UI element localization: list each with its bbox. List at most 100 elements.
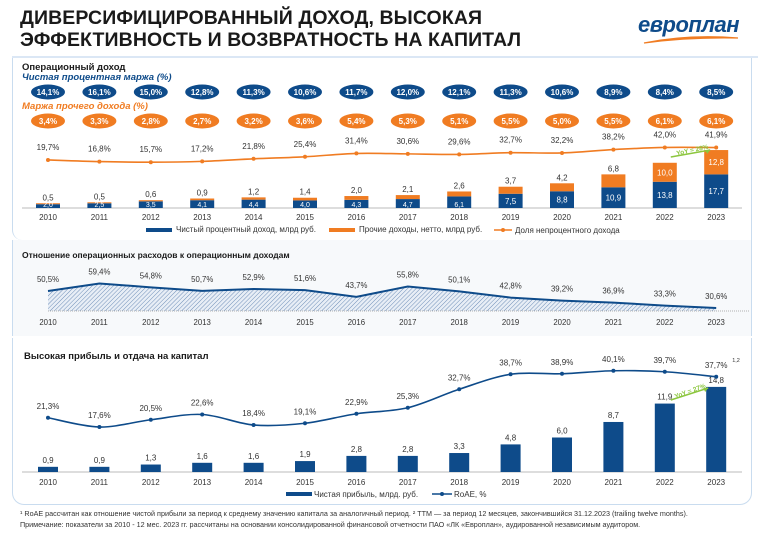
roae-label: 38,9% bbox=[551, 358, 574, 367]
chart3-year-label: 2015 bbox=[296, 478, 314, 487]
noninterest-share-label: 30,6% bbox=[396, 137, 419, 146]
margin-badge bbox=[493, 84, 528, 100]
nii-bar bbox=[601, 187, 626, 208]
chart3-title: Высокая прибыль и отдача на капитал bbox=[24, 351, 209, 362]
margin-badge bbox=[442, 84, 477, 100]
other-income-value-label: 2,0 bbox=[351, 186, 363, 195]
other-income-value-label: 3,7 bbox=[505, 177, 517, 186]
noninterest-share-point bbox=[148, 160, 153, 165]
margin-badge bbox=[133, 84, 168, 100]
margin-badge bbox=[31, 84, 65, 100]
footnote-1: ¹ RoAE рассчитан как отношение чистой пр… bbox=[20, 509, 688, 518]
chart2-year-label: 2015 bbox=[296, 318, 314, 327]
net-profit-value-label: 1,3 bbox=[145, 454, 157, 463]
margin-badge-label: 8,9% bbox=[604, 88, 622, 97]
margin-badge bbox=[390, 84, 425, 100]
other-income-bar bbox=[447, 191, 472, 197]
nii-value-label: 3,5 bbox=[146, 202, 156, 209]
other-income-bar bbox=[652, 162, 677, 182]
other-income-value-label: 0,5 bbox=[42, 193, 54, 202]
margin-badge-label: 12,8% bbox=[191, 88, 214, 97]
roae-point bbox=[148, 417, 153, 422]
roae-label: 17,6% bbox=[88, 411, 111, 420]
roae-point bbox=[405, 405, 410, 410]
roae-point bbox=[97, 425, 102, 429]
margin-badge-label: 10,6% bbox=[551, 88, 574, 97]
margin-badge-label: 11,3% bbox=[499, 88, 521, 97]
cost-income-label: 30,6% bbox=[705, 292, 727, 301]
roae-label: 40,1% bbox=[602, 355, 625, 364]
legend-nii-label: Чистый процентный доход, млрд руб. bbox=[176, 225, 316, 234]
nii-value-label: 4,4 bbox=[249, 202, 259, 209]
noninterest-share-label: 38,2% bbox=[602, 133, 625, 142]
noninterest-share-label: 19,7% bbox=[37, 143, 60, 152]
nii-bar bbox=[395, 199, 420, 208]
yoy-profit-arrowhead-icon bbox=[703, 388, 709, 392]
nii-value-label: 7,5 bbox=[505, 197, 517, 206]
chart3-year-label: 2011 bbox=[91, 478, 109, 487]
cost-income-label: 50,1% bbox=[448, 275, 470, 284]
net-profit-bar bbox=[500, 444, 521, 472]
noninterest-share-point bbox=[611, 147, 616, 152]
roae-point bbox=[714, 374, 719, 379]
nii-bar bbox=[190, 200, 215, 208]
margin-badge bbox=[31, 113, 65, 129]
margin-badge bbox=[442, 113, 477, 129]
net-profit-value-label: 2,8 bbox=[402, 445, 414, 454]
chart2-year-label: 2023 bbox=[708, 318, 725, 327]
margin-badge bbox=[699, 113, 734, 129]
nii-value-label: 4,7 bbox=[403, 202, 413, 209]
legend-share-label: Доля непроцентного дохода bbox=[515, 226, 620, 235]
margin-badge-label: 3,3% bbox=[90, 117, 108, 126]
roae-label: 25,3% bbox=[396, 392, 419, 401]
margin-badge-label: 8,4% bbox=[656, 88, 674, 97]
margin-badge-label: 3,2% bbox=[244, 117, 262, 126]
chart1-year-label: 2022 bbox=[656, 213, 674, 222]
net-profit-value-label: 2,8 bbox=[351, 445, 363, 454]
chart2-year-label: 2022 bbox=[656, 318, 673, 327]
other-income-bar bbox=[550, 183, 574, 192]
net-profit-value-label: 1,9 bbox=[299, 450, 311, 459]
chart1-year-label: 2014 bbox=[245, 213, 263, 222]
chart2-year-label: 2010 bbox=[39, 318, 57, 327]
net-profit-bar bbox=[89, 466, 110, 472]
nii-bar bbox=[293, 200, 317, 208]
margin-badge bbox=[185, 113, 220, 129]
other-income-value-label: 4,2 bbox=[556, 173, 568, 182]
roae-label: 37,7% bbox=[705, 361, 728, 370]
chart1-year-label: 2018 bbox=[450, 213, 468, 222]
net-profit-value-label: 1,6 bbox=[197, 452, 209, 461]
other-income-value-label: 6,8 bbox=[608, 164, 620, 173]
other-income-value-label: 0,9 bbox=[197, 189, 209, 198]
roae-point bbox=[560, 371, 564, 376]
chart2-year-label: 2012 bbox=[142, 318, 159, 327]
other-income-bar bbox=[36, 203, 60, 205]
chart3-year-label: 2014 bbox=[245, 478, 263, 487]
net-profit-bar bbox=[346, 455, 367, 472]
yoy-arrow-icon bbox=[670, 149, 711, 158]
nii-bar bbox=[498, 193, 523, 208]
nii-bar bbox=[344, 199, 369, 208]
other-income-value-label: 1,2 bbox=[248, 187, 260, 196]
logo-text: европлан bbox=[638, 12, 740, 37]
margin-badge bbox=[596, 84, 631, 100]
roae-point bbox=[46, 415, 50, 420]
margin-badge-label: 2,7% bbox=[193, 117, 211, 126]
margin-badge-label: 12,1% bbox=[448, 88, 471, 97]
margin-badge-label: 2,8% bbox=[142, 117, 160, 126]
other-income-bar bbox=[601, 174, 626, 188]
chart3-year-label: 2020 bbox=[553, 478, 571, 487]
title-line-2: ЭФФЕКТИВНОСТЬ И ВОЗВРАТНОСТЬ НА КАПИТАЛ bbox=[20, 29, 522, 51]
other-income-bar bbox=[241, 197, 266, 200]
margin-badge bbox=[82, 113, 117, 129]
margin-badge-label: 12,0% bbox=[396, 88, 419, 97]
cost-income-area bbox=[48, 283, 717, 311]
roae-point bbox=[508, 372, 513, 377]
noninterest-share-label: 17,2% bbox=[191, 144, 214, 153]
chart2-year-label: 2017 bbox=[399, 318, 416, 327]
legend-roae-label: RoAE, % bbox=[454, 490, 486, 499]
noninterest-share-label: 16,8% bbox=[88, 145, 111, 154]
logo-swoosh-icon bbox=[643, 36, 739, 44]
margin-badge bbox=[545, 84, 579, 100]
legend-other-label: Прочие доходы, нетто, млрд руб. bbox=[359, 225, 482, 234]
